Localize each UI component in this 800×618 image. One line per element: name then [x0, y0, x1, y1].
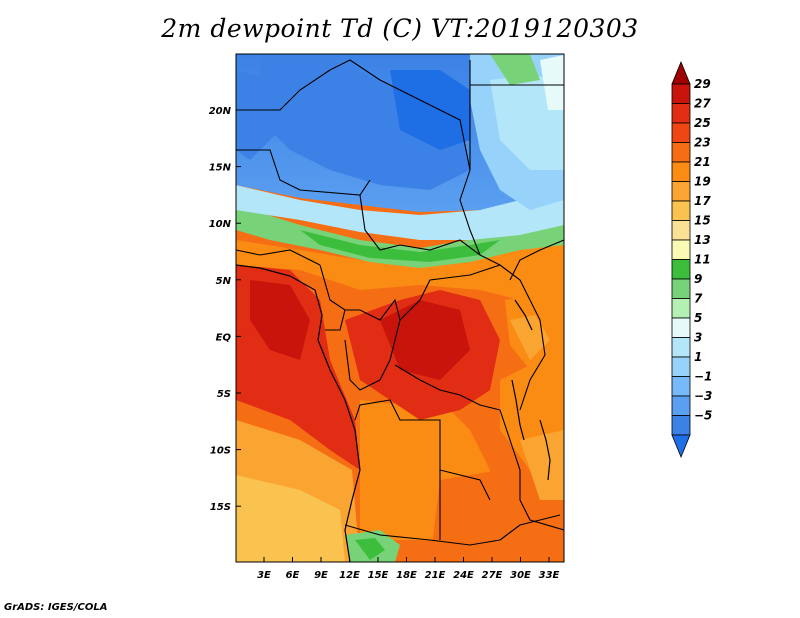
lon-tick-label: 6E: [286, 570, 300, 581]
colorbar-swatch: [671, 376, 691, 397]
colorbar-swatch: [671, 259, 691, 280]
colorbar-label: −5: [694, 409, 712, 423]
coastline: [236, 264, 551, 562]
colorbar-swatch: [671, 337, 691, 358]
lat-tick-label: 15N: [209, 163, 232, 174]
lon-tick-label: 30E: [510, 570, 531, 581]
grads-credit: GrADS: IGES/COLA: [4, 602, 108, 613]
longitude-axis: 3E 6E 9E 12E 15E 18E 21E 24E 27E 30E 33E: [257, 557, 560, 581]
lat-tick-label: 10S: [210, 446, 231, 457]
colorbar-label: 17: [694, 194, 711, 208]
colorbar-swatch: [671, 122, 691, 143]
colorbar-swatch: [671, 103, 691, 124]
colorbar-label: 27: [694, 97, 711, 111]
colorbar-min-arrow: [671, 434, 691, 459]
lon-tick-label: 9E: [314, 570, 328, 581]
country-borders: [236, 59, 564, 546]
lon-tick-label: 3E: [257, 570, 271, 581]
colorbar-swatch: [671, 415, 691, 436]
colorbar-swatch: [671, 200, 691, 221]
colorbar-swatch: [671, 395, 691, 416]
colorbar-swatch: [671, 181, 691, 202]
latitude-axis: 20N 15N 10N 5N EQ 5S 10S 15S: [209, 106, 241, 513]
colorbar-max-arrow: [671, 60, 691, 85]
colorbar-label: 15: [694, 214, 711, 228]
colorbar-label: 19: [694, 175, 711, 189]
lon-tick-label: 21E: [425, 570, 446, 581]
map-title: 2m dewpoint Td (C) VT:2019120303: [161, 14, 639, 43]
colorbar-swatch: [671, 220, 691, 241]
colorbar: 29 27 25 23 21 19 17 15 13 11 9 7 5 3 1 −1 −3 −5: [671, 60, 712, 459]
colorbar-swatch: [671, 278, 691, 299]
colorbar-label: −1: [694, 370, 712, 384]
lat-tick-label: 20N: [209, 106, 232, 117]
lon-tick-label: 24E: [453, 570, 474, 581]
colorbar-swatch: [671, 298, 691, 319]
lat-tick-label: 15S: [210, 502, 231, 513]
colorbar-label: 11: [694, 253, 711, 267]
colorbar-swatch: [671, 161, 691, 182]
colorbar-label: 9: [694, 272, 702, 286]
colorbar-swatch: [671, 239, 691, 260]
colorbar-swatch: [671, 317, 691, 338]
colorbar-label: −3: [694, 389, 712, 403]
colorbar-swatch: [671, 356, 691, 377]
lon-tick-label: 18E: [396, 570, 417, 581]
colorbar-label: 29: [694, 77, 711, 91]
dewpoint-field: [236, 54, 564, 562]
colorbar-swatch: [671, 83, 691, 104]
colorbar-label: 1: [694, 350, 702, 364]
colorbar-label: 7: [694, 292, 703, 306]
lon-tick-label: 33E: [539, 570, 560, 581]
lon-tick-label: 12E: [339, 570, 360, 581]
lat-tick-label: 5S: [217, 389, 231, 400]
colorbar-swatch: [671, 142, 691, 163]
map-frame: [235, 53, 565, 563]
colorbar-label: 5: [694, 311, 702, 325]
colorbar-label: 3: [694, 331, 702, 345]
lon-tick-label: 27E: [482, 570, 503, 581]
colorbar-label: 21: [694, 155, 711, 169]
lat-tick-label: 10N: [209, 219, 232, 230]
colorbar-label: 25: [694, 116, 711, 130]
lat-tick-label: EQ: [216, 332, 232, 343]
colorbar-label: 23: [694, 136, 711, 150]
lon-tick-label: 15E: [368, 570, 389, 581]
colorbar-label: 13: [694, 233, 711, 247]
lat-tick-label: 5N: [216, 276, 232, 287]
